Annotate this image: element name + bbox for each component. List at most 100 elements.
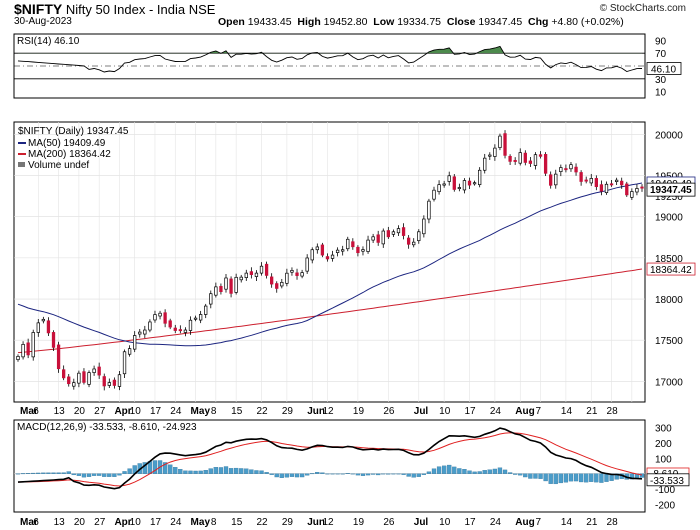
x-tick-label: Jun [307,517,325,528]
macd-histogram-bar [497,467,503,474]
macd-histogram-bar [513,473,518,475]
macd-histogram-bar [340,473,345,475]
price-candle [538,151,543,159]
x-tick-label: Apr [114,406,131,417]
price-candle [133,331,137,353]
macd-histogram-bar [20,473,26,475]
price-candle [330,250,335,262]
macd-histogram-bar [589,473,594,482]
price-candle [391,229,396,238]
x-tick-label: 17 [150,517,162,528]
x-tick-label: Mar [20,517,38,528]
macd-histogram-bar [639,473,645,478]
x-tick-label: Apr [114,517,131,528]
macd-histogram-bar [584,473,589,483]
macd-histogram-bar [107,473,112,477]
macd-histogram-bar [198,470,203,474]
macd-histogram-bar [162,462,168,474]
open-label: Open [218,16,245,28]
macd-tick-label: 300 [655,424,672,435]
price-candle [138,329,142,338]
x-tick-label: 12 [322,517,334,528]
macd-histogram-bar [97,473,102,476]
macd-panel: MACD(12,26,9) -33.533, -8.610, -24.923 30… [13,419,690,513]
x-tick-label: 15 [231,517,243,528]
macd-histogram-bar [462,469,467,474]
macd-histogram-bar [233,467,239,474]
price-candle [204,303,208,319]
macd-histogram-bar [168,464,173,474]
macd-histogram-bar [41,472,46,474]
x-tick-label: 19 [353,517,365,528]
price-candle [351,238,355,250]
volume-legend: Volume undef [28,160,89,171]
chg-value: +4.80 (+0.02%) [551,16,624,28]
macd-histogram-bar [568,473,574,482]
macd-histogram-bar [325,473,330,475]
macd-histogram-bar [315,471,320,474]
x-tick-label: May [191,406,211,417]
price-candle [290,267,294,276]
price-candle [498,133,502,151]
ma50-line [17,182,643,347]
macd-histogram-bar [381,473,386,475]
chart-title: $NIFTY Nifty 50 Index - India NSE [14,1,215,17]
macd-histogram-bar [46,472,51,474]
price-candle [102,373,106,391]
x-tick-label: Jun [307,406,325,417]
price-candle [503,130,507,159]
x-tick-label: 13 [54,406,66,417]
price-candle [310,247,314,264]
price-candle [300,269,304,279]
x-tick-label: Aug [515,517,534,528]
price-candle [193,315,198,322]
macd-histogram-bar [203,470,208,474]
x-tick-label: 24 [490,517,502,528]
macd-histogram-bar [391,473,396,475]
macd-histogram-bar [294,473,300,478]
price-candle [412,238,416,248]
macd-histogram-bar [183,470,188,474]
price-candle [214,282,218,298]
macd-histogram-bar [558,473,563,484]
x-tick-label: 27 [94,517,106,528]
macd-histogram-bar [218,467,224,474]
rsi-last-value: 46.10 [651,64,676,75]
price-candle [528,157,533,167]
price-candle [381,228,385,248]
rsi-tick-label: 10 [655,88,667,99]
price-candle [386,226,390,239]
price-candle [356,245,360,257]
x-tick-label: 7 [536,406,542,417]
price-candle [153,310,157,323]
macd-histogram-bar [472,471,477,474]
price-candle [533,152,538,170]
macd-tick-label: -100 [655,485,675,496]
x-tick-label: 28 [607,517,619,528]
macd-histogram-bar [188,470,193,474]
price-tick-label: 18500 [655,254,683,265]
macd-histogram-bar [492,468,498,474]
macd-histogram-bar [208,468,213,474]
low-label: Low [373,16,395,28]
macd-histogram-bar [502,469,508,474]
x-tick-label: 14 [561,406,573,417]
x-tick-label: 28 [607,406,619,417]
price-candle [508,154,512,165]
macd-histogram-bar [350,473,355,475]
macd-histogram-bar [152,460,158,474]
stockcharts-credit: © StockCharts.com [599,3,686,14]
price-candle [564,164,568,173]
ma200-line [17,268,643,354]
rsi-tick-label: 90 [655,36,667,47]
price-candle [513,157,517,165]
macd-histogram-bar [406,473,411,477]
macd-histogram-bar [142,462,147,474]
price-candle [549,171,553,189]
macd-tick-label: 100 [655,454,672,465]
x-tick-label: 20 [74,517,86,528]
chart-date: 30-Aug-2023 [14,16,72,27]
macd-histogram-bar [36,472,41,474]
price-candle [219,283,223,295]
price-candle [594,175,598,191]
